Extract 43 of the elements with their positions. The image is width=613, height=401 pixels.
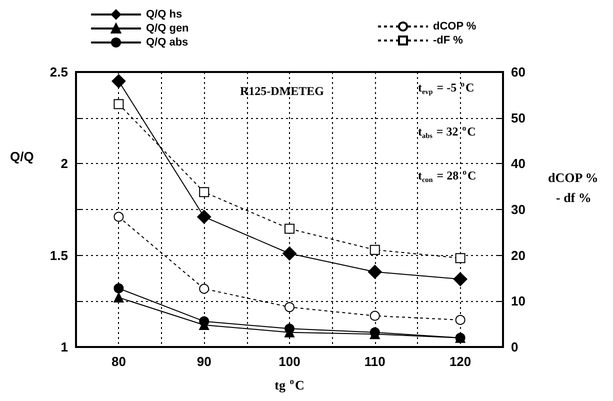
- y-tick-label: 1: [60, 340, 68, 354]
- x-tick-label: 120: [449, 354, 472, 369]
- point: [284, 302, 294, 312]
- y-tick-label: 2: [60, 156, 68, 172]
- y2-tick-label: 40: [511, 156, 526, 172]
- point: [114, 292, 124, 302]
- point: [199, 316, 210, 326]
- y2-tick-label: 10: [511, 294, 526, 309]
- annotation: R125-DMETEG: [240, 84, 324, 98]
- legend-label: -dF %: [433, 34, 464, 46]
- point: [370, 244, 380, 255]
- point: [455, 253, 466, 264]
- point: [114, 212, 124, 222]
- y2-tick-label: 30: [511, 202, 526, 217]
- point: [197, 210, 212, 224]
- point: [112, 74, 126, 88]
- legend-label: dCOP %: [433, 20, 476, 32]
- y2-tick-label: 20: [511, 248, 526, 263]
- y2-tick-label: 60: [511, 64, 526, 80]
- x-tick-label: 100: [278, 354, 300, 369]
- x-tick-label: 80: [111, 354, 126, 369]
- point: [114, 283, 124, 294]
- point: [453, 272, 468, 286]
- point: [284, 324, 294, 334]
- y-axis-title: Q/Q: [10, 149, 34, 164]
- y-tick-label: 2.5: [50, 64, 68, 80]
- point: [284, 224, 294, 234]
- point: [368, 264, 382, 279]
- x-tick-label: 110: [364, 354, 386, 369]
- point: [114, 99, 124, 110]
- legend-label: Q/Q abs: [146, 36, 188, 48]
- y2-tick-label: 0: [511, 340, 518, 354]
- point: [370, 310, 380, 321]
- point: [282, 246, 296, 260]
- legend-label: Q/Q hs: [146, 8, 182, 20]
- legend-label: Q/Q gen: [146, 22, 190, 34]
- y2-tick-label: 50: [511, 110, 526, 126]
- y2-axis-title: dCOP % - df %: [548, 170, 598, 205]
- x-tick-label: 90: [196, 354, 212, 369]
- point: [455, 314, 466, 325]
- point: [199, 284, 210, 294]
- y-tick-label: 1.5: [50, 248, 68, 263]
- point: [199, 187, 210, 198]
